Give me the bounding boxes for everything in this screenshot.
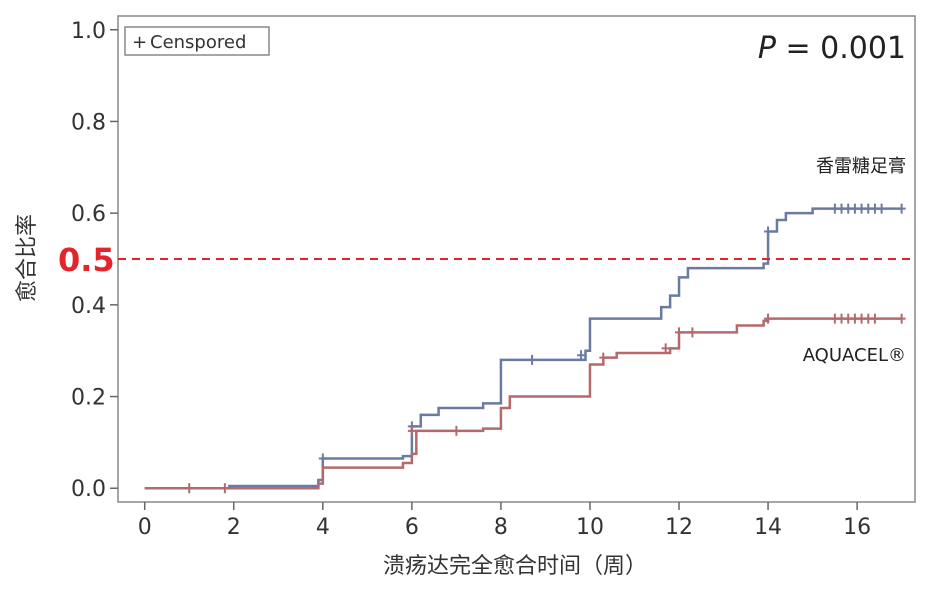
censor-mark — [764, 313, 773, 324]
series-label-xianglei: 香雷糖足膏 — [816, 155, 906, 177]
censor-mark — [897, 203, 906, 214]
censor-mark — [528, 354, 537, 365]
legend-box — [124, 26, 270, 56]
censor-mark — [844, 313, 853, 324]
censor-mark — [850, 203, 859, 214]
censor-mark — [661, 343, 670, 354]
reference-line-label: 0.5 — [58, 241, 115, 279]
censor-marks — [185, 203, 906, 494]
x-tick-label: 0 — [138, 515, 152, 540]
censor-mark — [850, 313, 859, 324]
censor-mark — [864, 313, 873, 324]
censor-mark — [870, 313, 879, 324]
series-label-aquacel: AQUACEL® — [803, 345, 906, 366]
p-value-symbol: P — [758, 31, 777, 66]
x-tick-label: 8 — [494, 515, 508, 540]
censor-mark — [830, 313, 839, 324]
censor-mark — [857, 203, 866, 214]
legend-text: Censpored — [150, 32, 246, 53]
x-tick-label: 10 — [576, 515, 604, 540]
x-tick-label: 16 — [843, 515, 871, 540]
x-tick-label: 12 — [665, 515, 693, 540]
censor-mark — [452, 425, 461, 436]
y-tick-label: 0.2 — [71, 386, 106, 411]
series-line-0 — [144, 207, 902, 490]
censor-mark — [857, 313, 866, 324]
y-tick-label: 0.4 — [71, 294, 106, 319]
censor-mark — [864, 203, 873, 214]
y-tick-label: 0.0 — [71, 477, 106, 502]
x-tick-label: 2 — [227, 515, 241, 540]
censor-mark — [577, 350, 586, 361]
y-axis: 0.0 0.2 0.4 0.6 0.8 1.0 — [71, 19, 118, 502]
censor-mark — [844, 203, 853, 214]
censor-mark — [870, 203, 879, 214]
survival-curves — [144, 207, 902, 490]
censor-mark — [407, 425, 416, 436]
censor-mark — [837, 203, 846, 214]
x-axis-title: 溃疡达完全愈合时间（周） — [383, 554, 647, 579]
censor-mark — [318, 453, 327, 464]
censor-mark — [688, 327, 697, 338]
x-tick-label: 14 — [754, 515, 782, 540]
x-axis: 0 2 4 6 8 10 12 14 16 — [138, 502, 871, 540]
censor-mark — [599, 352, 608, 363]
censor-mark — [220, 483, 229, 494]
censor-mark — [675, 327, 684, 338]
censor-mark — [897, 313, 906, 324]
censor-mark — [877, 203, 886, 214]
p-value-number: = 0.001 — [776, 31, 906, 66]
x-tick-label: 4 — [316, 515, 330, 540]
legend: + Censpored — [124, 26, 270, 56]
y-tick-label: 0.6 — [71, 202, 106, 227]
censor-mark — [764, 226, 773, 237]
p-value: P = 0.001 — [758, 31, 906, 66]
censor-mark — [830, 203, 839, 214]
x-tick-label: 6 — [405, 515, 419, 540]
censor-mark — [837, 313, 846, 324]
censor-mark — [185, 483, 194, 494]
legend-censor-marker: + — [132, 32, 147, 53]
series-line-1 — [144, 317, 902, 490]
y-axis-title: 愈合比率 — [15, 214, 40, 302]
y-tick-label: 1.0 — [71, 19, 106, 44]
y-tick-label: 0.8 — [71, 110, 106, 135]
